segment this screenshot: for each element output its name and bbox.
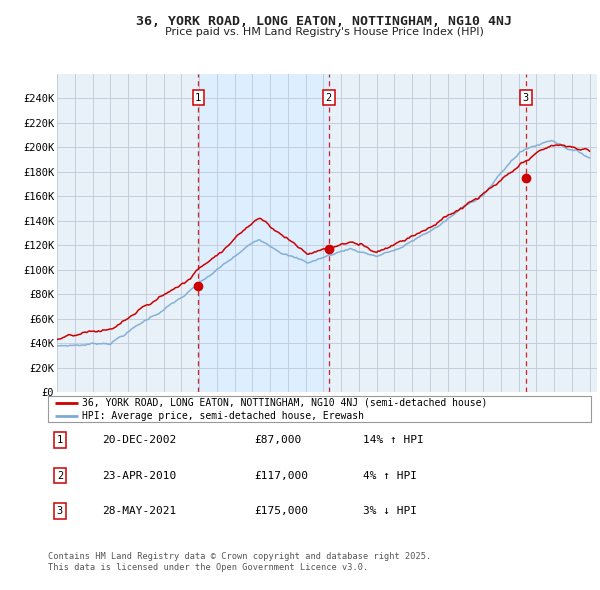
Text: 2: 2: [326, 93, 332, 103]
Text: 1: 1: [195, 93, 202, 103]
Text: 4% ↑ HPI: 4% ↑ HPI: [363, 471, 417, 480]
Text: 14% ↑ HPI: 14% ↑ HPI: [363, 435, 424, 445]
Text: Price paid vs. HM Land Registry's House Price Index (HPI): Price paid vs. HM Land Registry's House …: [164, 27, 484, 37]
Text: This data is licensed under the Open Government Licence v3.0.: This data is licensed under the Open Gov…: [48, 563, 368, 572]
Text: 36, YORK ROAD, LONG EATON, NOTTINGHAM, NG10 4NJ: 36, YORK ROAD, LONG EATON, NOTTINGHAM, N…: [136, 15, 512, 28]
Text: £175,000: £175,000: [254, 506, 308, 516]
Text: 20-DEC-2002: 20-DEC-2002: [103, 435, 176, 445]
Text: 3: 3: [523, 93, 529, 103]
Text: £117,000: £117,000: [254, 471, 308, 480]
Text: 3% ↓ HPI: 3% ↓ HPI: [363, 506, 417, 516]
Text: 36, YORK ROAD, LONG EATON, NOTTINGHAM, NG10 4NJ (semi-detached house): 36, YORK ROAD, LONG EATON, NOTTINGHAM, N…: [82, 398, 487, 408]
Text: £87,000: £87,000: [254, 435, 302, 445]
Text: 1: 1: [57, 435, 63, 445]
Text: 3: 3: [57, 506, 63, 516]
Text: 23-APR-2010: 23-APR-2010: [103, 471, 176, 480]
Text: 2: 2: [57, 471, 63, 480]
Bar: [199, 74, 329, 392]
Text: Contains HM Land Registry data © Crown copyright and database right 2025.: Contains HM Land Registry data © Crown c…: [48, 552, 431, 560]
Text: HPI: Average price, semi-detached house, Erewash: HPI: Average price, semi-detached house,…: [82, 411, 364, 421]
Text: 28-MAY-2021: 28-MAY-2021: [103, 506, 176, 516]
